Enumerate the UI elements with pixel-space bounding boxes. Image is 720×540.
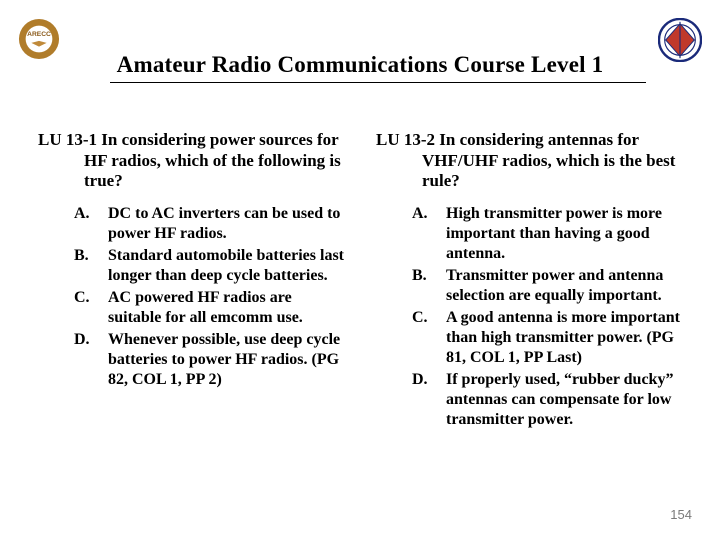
answer-1a: A. DC to AC inverters can be used to pow… — [38, 204, 352, 244]
answer-text: AC powered HF radios are suitable for al… — [108, 288, 352, 328]
answer-letter: A. — [412, 204, 446, 264]
column-left: LU 13-1 In considering power sources for… — [38, 130, 352, 520]
answer-letter: D. — [412, 370, 446, 430]
page: ARECC Amateur Radio Communications Cours… — [0, 0, 720, 540]
answer-letter: C. — [412, 308, 446, 368]
answer-letter: A. — [74, 204, 108, 244]
page-number: 154 — [670, 507, 692, 522]
question-2-number: LU 13-2 — [376, 130, 435, 149]
answer-text: Transmitter power and antenna selection … — [446, 266, 690, 306]
answer-letter: C. — [74, 288, 108, 328]
answer-text: High transmitter power is more important… — [446, 204, 690, 264]
question-1-text: In considering power sources for HF radi… — [84, 130, 341, 190]
answer-text: A good antenna is more important than hi… — [446, 308, 690, 368]
column-right: LU 13-2 In considering antennas for VHF/… — [376, 130, 690, 520]
answer-1d: D. Whenever possible, use deep cycle bat… — [38, 330, 352, 390]
answer-text: Standard automobile batteries last longe… — [108, 246, 352, 286]
answer-2a: A. High transmitter power is more import… — [376, 204, 690, 264]
answer-1b: B. Standard automobile batteries last lo… — [38, 246, 352, 286]
answer-letter: D. — [74, 330, 108, 390]
svg-text:ARECC: ARECC — [27, 31, 51, 38]
question-2-text: In considering antennas for VHF/UHF radi… — [422, 130, 675, 190]
question-2: LU 13-2 In considering antennas for VHF/… — [376, 130, 690, 192]
answer-1c: C. AC powered HF radios are suitable for… — [38, 288, 352, 328]
content-columns: LU 13-1 In considering power sources for… — [38, 130, 690, 520]
title-underline — [110, 82, 646, 83]
answer-text: If properly used, “rubber ducky” antenna… — [446, 370, 690, 430]
answers-2: A. High transmitter power is more import… — [376, 204, 690, 430]
answer-text: Whenever possible, use deep cycle batter… — [108, 330, 352, 390]
answer-2c: C. A good antenna is more important than… — [376, 308, 690, 368]
question-1: LU 13-1 In considering power sources for… — [38, 130, 352, 192]
answer-letter: B. — [74, 246, 108, 286]
answer-text: DC to AC inverters can be used to power … — [108, 204, 352, 244]
question-2-stem: LU 13-2 In considering antennas for VHF/… — [376, 130, 690, 192]
question-1-number: LU 13-1 — [38, 130, 97, 149]
answer-2b: B. Transmitter power and antenna selecti… — [376, 266, 690, 306]
answers-1: A. DC to AC inverters can be used to pow… — [38, 204, 352, 390]
answer-2d: D. If properly used, “rubber ducky” ante… — [376, 370, 690, 430]
question-1-stem: LU 13-1 In considering power sources for… — [38, 130, 352, 192]
answer-letter: B. — [412, 266, 446, 306]
page-title: Amateur Radio Communications Course Leve… — [0, 52, 720, 78]
